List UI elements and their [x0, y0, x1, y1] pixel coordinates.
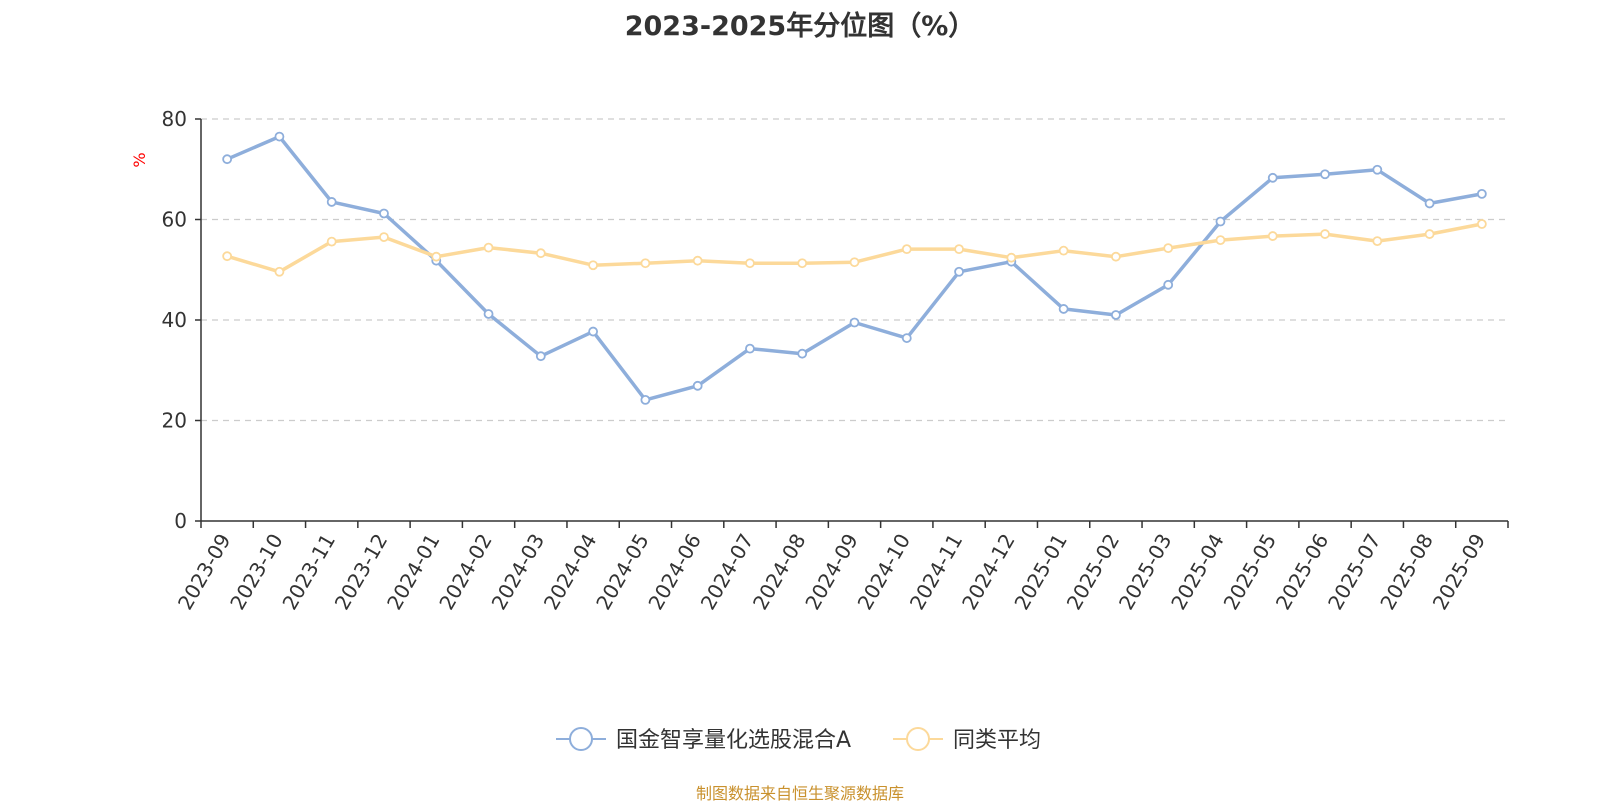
- legend-marker: [569, 727, 593, 751]
- data-point: [326, 197, 337, 207]
- data-point: [326, 236, 337, 247]
- grid-lines: [201, 118, 1508, 422]
- legend-label: 国金智享量化选股混合A: [616, 728, 851, 753]
- data-point: [1215, 216, 1226, 227]
- data-point: [1058, 304, 1069, 314]
- data-point: [1163, 243, 1174, 254]
- y-tick-label-60: 60: [162, 208, 187, 232]
- data-source-note: 制图数据来自恒生聚源数据库: [695, 784, 904, 803]
- data-point: [222, 251, 233, 262]
- data-point: [431, 251, 442, 262]
- data-point: [954, 266, 964, 277]
- data-point: [483, 309, 494, 319]
- data-point: [1372, 164, 1383, 175]
- data-point: [483, 242, 494, 253]
- data-point: [954, 244, 964, 255]
- data-point: [640, 258, 651, 269]
- data-point: [1058, 245, 1069, 256]
- data-point: [640, 394, 651, 405]
- y-tick-label-20: 20: [162, 409, 187, 433]
- data-point: [588, 326, 598, 337]
- series-1: [222, 219, 1487, 277]
- data-point: [901, 333, 912, 343]
- data-point: [1163, 279, 1174, 290]
- y-tick-label-80: 80: [162, 107, 187, 131]
- data-point: [849, 257, 860, 268]
- y-tick-label-40: 40: [162, 308, 187, 332]
- legend-item-1: 同类平均: [893, 727, 1041, 753]
- data-point: [797, 258, 808, 269]
- y-axis-label: %: [130, 152, 149, 167]
- data-point: [797, 348, 808, 359]
- data-point: [1476, 219, 1487, 229]
- legend-label: 同类平均: [953, 728, 1041, 753]
- data-point: [1006, 252, 1017, 263]
- legend-item-0: 国金智享量化选股混合A: [556, 727, 851, 753]
- data-point: [1267, 172, 1278, 183]
- legend: 国金智享量化选股混合A 同类平均: [556, 727, 1041, 753]
- data-point: [535, 351, 546, 362]
- data-point: [901, 244, 912, 255]
- data-point: [535, 248, 546, 259]
- data-point: [588, 260, 598, 271]
- data-point: [1424, 198, 1435, 209]
- axes: 020406080%2023-092023-102023-112023-1220…: [130, 107, 1509, 614]
- legend-marker: [906, 727, 930, 751]
- data-point: [1111, 251, 1121, 262]
- data-point: [692, 255, 703, 266]
- data-point: [1476, 188, 1487, 199]
- data-point: [222, 154, 233, 165]
- data-point: [692, 380, 703, 391]
- data-point: [849, 317, 860, 328]
- data-point: [1267, 231, 1278, 241]
- data-point: [1320, 229, 1330, 239]
- data-point: [1320, 169, 1330, 180]
- data-point: [1111, 310, 1121, 320]
- series-0: [222, 131, 1487, 405]
- data-point: [1215, 235, 1226, 246]
- data-point: [379, 232, 389, 242]
- data-point: [1372, 236, 1383, 247]
- data-point: [379, 208, 389, 219]
- data-point: [1424, 229, 1435, 239]
- chart-title: 2023-2025年分位图（%）: [624, 11, 976, 42]
- data-point: [745, 258, 755, 269]
- y-tick-label-0: 0: [174, 509, 187, 533]
- series-line-0: [226, 134, 1483, 402]
- series-lines: [222, 131, 1487, 405]
- data-point: [274, 266, 285, 277]
- data-point: [745, 343, 755, 354]
- data-point: [274, 131, 285, 142]
